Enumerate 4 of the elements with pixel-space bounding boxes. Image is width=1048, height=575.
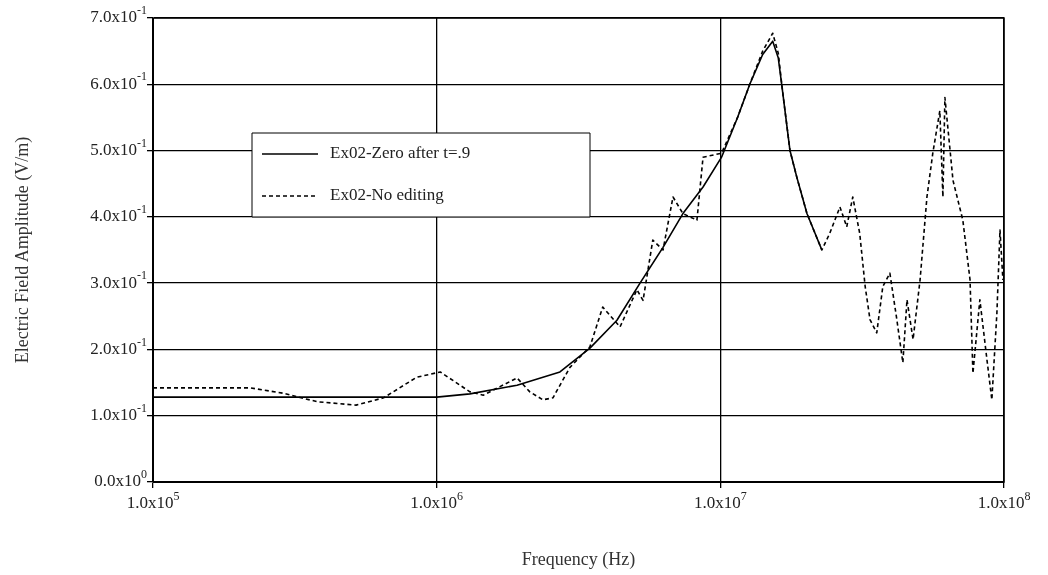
x-axis-title: Frequency (Hz) — [521, 548, 636, 570]
legend-label: Ex02-Zero after t=.9 — [330, 143, 471, 163]
legend-label: Ex02-No editing — [330, 185, 445, 205]
y-axis-title: Electric Field Amplitude (V/m) — [11, 136, 33, 364]
